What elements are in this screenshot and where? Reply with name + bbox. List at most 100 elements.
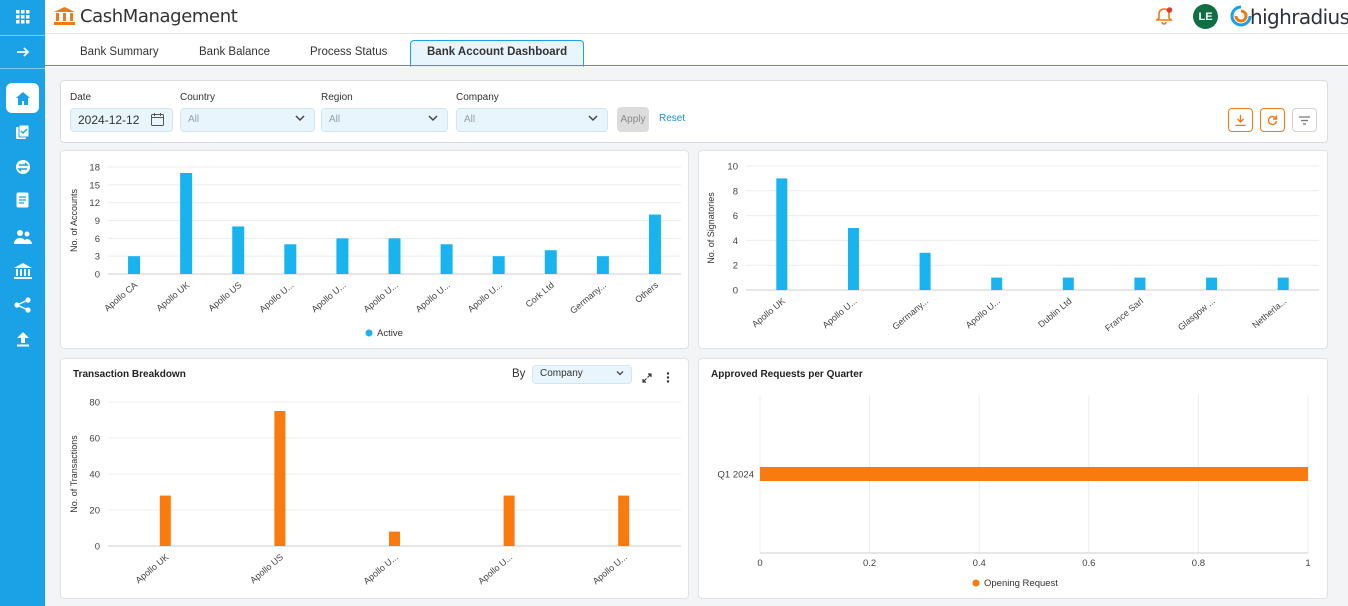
x-tick-label: 0.4 [973,558,986,569]
company-select[interactable]: All [456,108,608,132]
approved-requests-panel: Approved Requests per Quarter 0 0.2 0.4 0.6… [698,358,1328,599]
x-tick-label: 0.2 [863,558,876,569]
x-tick-label: Apollo U... [309,280,347,314]
y-tick-label: 0 [733,286,738,297]
filter-icon [1299,115,1310,125]
brand-name: highradius [1250,5,1348,29]
y-tick-label: 10 [727,162,738,173]
y-tick-label: 20 [89,506,100,517]
sidebar-divider [0,35,45,36]
panel-title: Transaction Breakdown [73,369,186,380]
download-button[interactable] [1228,108,1253,132]
expand-arrow-icon[interactable] [6,37,39,67]
x-tick-label: Apollo UK [750,296,787,329]
by-label: By [512,368,526,380]
notification-bell-icon[interactable] [1155,7,1173,30]
bar [232,226,245,274]
bar [618,495,630,546]
bank-logo-icon [54,7,75,30]
more-options-icon[interactable] [666,370,670,388]
x-tick-label: Apollo U... [820,296,858,330]
chevron-down-icon [294,112,306,127]
region-label: Region [321,92,353,103]
transactions-bar-chart: 0 20 40 60 80 No. of Transactions Apollo UK Apo… [69,398,681,586]
document-icon[interactable] [6,185,39,215]
y-tick-label: 2 [733,261,738,272]
upload-icon[interactable] [6,324,39,354]
x-tick-label: Apollo U... [466,280,504,314]
filter-button[interactable] [1292,108,1317,132]
network-icon[interactable] [6,290,39,320]
sidebar-divider [0,68,45,69]
x-tick-label: Apollo U... [362,552,400,586]
refresh-button[interactable] [1260,108,1285,132]
bar [776,178,788,290]
region-select[interactable]: All [321,108,448,132]
bar [159,495,171,546]
user-avatar[interactable]: LE [1193,4,1218,29]
x-tick-label: Others [633,280,661,305]
x-tick-label: Apollo U... [476,552,514,586]
x-tick-label: 0 [757,558,762,569]
date-label: Date [70,92,92,103]
y-tick-label: 18 [89,163,100,174]
panel-title: Approved Requests per Quarter [711,369,863,380]
legend-label: Active [377,328,403,339]
bar [128,256,141,274]
x-tick-label: 0.8 [1192,558,1205,569]
x-tick-label: 0.6 [1082,558,1095,569]
region-value: All [329,114,341,125]
tab-underline [45,65,1348,66]
company-value: All [464,114,476,125]
bar [284,244,297,274]
bar [336,238,349,274]
chevron-down-icon [587,112,599,127]
x-tick-label: Glasgow ... [1176,296,1217,333]
group-by-value: Company [540,368,583,379]
tab-bank-summary[interactable]: Bank Summary [80,46,159,58]
x-tick-label: Apollo US [206,280,243,313]
bank-icon[interactable] [6,256,39,286]
apply-button[interactable]: Apply [617,107,649,132]
y-tick-label: 60 [89,434,100,445]
country-select[interactable]: All [180,108,315,132]
bar [991,277,1003,290]
date-input[interactable]: 2024-12-12 [70,108,173,132]
users-icon[interactable] [6,222,39,252]
accounts-bar-chart: 0 3 6 9 12 15 18 No. of Accounts Apollo CA Apollo… [69,163,681,339]
date-value: 2024-12-12 [78,113,140,127]
expand-icon[interactable] [642,370,652,388]
bar [389,531,400,546]
y-tick-label: Q1 2024 [718,470,754,481]
x-tick-label: Dublin Ltd [1036,296,1073,330]
group-by-select[interactable]: Company [532,365,632,384]
y-axis-label: No. of Signatories [706,192,716,264]
tab-process-status[interactable]: Process Status [310,46,388,58]
x-tick-label: Apollo U... [591,552,629,586]
home-icon[interactable] [6,83,39,113]
country-label: Country [180,92,216,103]
reset-link[interactable]: Reset [659,113,686,124]
y-tick-label: 3 [95,252,100,263]
bar [919,252,931,290]
legend-label: Opening Request [984,578,1058,589]
tasks-icon[interactable] [6,117,39,147]
tab-bank-balance[interactable]: Bank Balance [199,46,270,58]
bar [180,172,193,274]
bar [596,256,609,274]
calendar-icon[interactable] [151,113,164,129]
x-tick-label: Germany... [568,280,608,316]
y-tick-label: 4 [733,236,738,247]
bar [1206,277,1218,290]
grid-icon[interactable] [6,2,39,32]
y-tick-label: 6 [95,234,100,245]
country-value: All [188,114,200,125]
chevron-down-icon [427,112,439,127]
tab-bank-account-dashboard[interactable]: Bank Account Dashboard [410,40,585,67]
bar [847,228,859,290]
transfer-icon[interactable] [6,152,39,182]
x-tick-label: Netherla... [1250,296,1288,330]
y-tick-label: 40 [89,470,100,481]
y-tick-label: 8 [733,186,738,197]
y-axis-label: No. of Accounts [69,188,79,252]
